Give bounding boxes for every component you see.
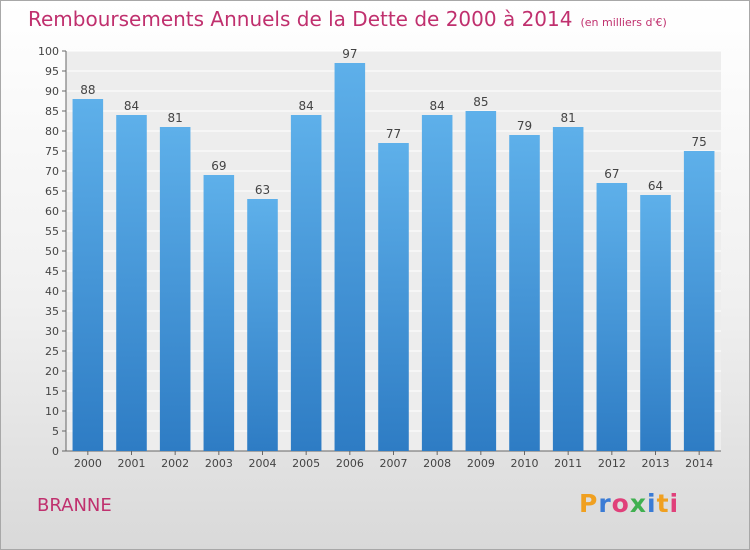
bar — [552, 127, 584, 451]
x-tick-label: 2008 — [423, 457, 451, 470]
proxiti-logo: Proxiti — [579, 489, 679, 518]
y-tick-label: 65 — [45, 185, 59, 198]
bar — [116, 115, 147, 451]
y-axis-ticks: 0 5 10 15 20 25 30 35 40 45 50 55 60 65 70 75 80 85 90 95 10… — [38, 45, 66, 458]
y-tick-label: 5 — [52, 425, 59, 438]
bar-value-label: 67 — [604, 167, 619, 181]
chart-title-main: Remboursements Annuels de la Dette de 20… — [28, 7, 573, 31]
x-tick-label: 2003 — [205, 457, 233, 470]
bar-value-label: 64 — [648, 179, 663, 193]
bar — [334, 63, 366, 451]
x-tick-label: 2013 — [642, 457, 670, 470]
y-tick-label: 90 — [45, 85, 59, 98]
bar-value-label: 85 — [473, 95, 488, 109]
bars: 88 84 81 69 63 84 97 77 84 85 79 81 67 64 75 — [72, 47, 715, 451]
bar-value-label: 63 — [255, 183, 270, 197]
place-name: BRANNE — [37, 495, 112, 516]
y-tick-label: 0 — [52, 445, 59, 458]
bar-value-label: 84 — [299, 99, 314, 113]
logo-letter: o — [611, 489, 630, 518]
y-tick-label: 55 — [45, 225, 59, 238]
bar — [247, 199, 278, 451]
chart-title: Remboursements Annuels de la Dette de 20… — [28, 7, 667, 31]
x-tick-label: 2009 — [467, 457, 495, 470]
x-tick-label: 2012 — [598, 457, 626, 470]
logo-letter: r — [598, 489, 612, 518]
chart-title-unit: (en milliers d'€) — [580, 16, 667, 29]
bar — [421, 115, 453, 451]
y-tick-label: 20 — [45, 365, 59, 378]
x-tick-label: 2005 — [292, 457, 320, 470]
y-tick-label: 70 — [45, 165, 59, 178]
bar — [640, 195, 671, 451]
bar — [72, 99, 104, 451]
bar-value-label: 75 — [692, 135, 707, 149]
bar-value-label: 88 — [80, 83, 95, 97]
x-tick-label: 2006 — [336, 457, 364, 470]
bar — [465, 111, 497, 451]
y-tick-label: 80 — [45, 125, 59, 138]
logo-letter: i — [669, 489, 680, 518]
logo-letter: P — [579, 489, 599, 518]
y-tick-label: 45 — [45, 265, 59, 278]
bar — [596, 183, 628, 451]
x-tick-label: 2010 — [511, 457, 539, 470]
bar-value-label: 77 — [386, 127, 401, 141]
y-tick-label: 25 — [45, 345, 59, 358]
x-tick-label: 2001 — [118, 457, 146, 470]
bar — [509, 135, 540, 451]
y-tick-label: 60 — [45, 205, 59, 218]
logo-letter: x — [629, 489, 647, 518]
x-tick-label: 2000 — [74, 457, 102, 470]
bar-value-label: 84 — [430, 99, 445, 113]
x-tick-label: 2004 — [249, 457, 277, 470]
y-tick-label: 100 — [38, 45, 59, 58]
y-tick-label: 75 — [45, 145, 59, 158]
bar — [378, 143, 409, 451]
y-tick-label: 40 — [45, 285, 59, 298]
bar-value-label: 81 — [168, 111, 183, 125]
x-tick-label: 2011 — [554, 457, 582, 470]
y-tick-label: 30 — [45, 325, 59, 338]
bar — [683, 151, 715, 451]
x-tick-label: 2002 — [161, 457, 189, 470]
bar — [159, 127, 191, 451]
bar-value-label: 97 — [342, 47, 357, 61]
bar-value-label: 81 — [561, 111, 576, 125]
bar-value-label: 69 — [211, 159, 226, 173]
bar-value-label: 79 — [517, 119, 532, 133]
y-tick-label: 10 — [45, 405, 59, 418]
y-tick-label: 15 — [45, 385, 59, 398]
y-tick-label: 35 — [45, 305, 59, 318]
x-tick-label: 2007 — [380, 457, 408, 470]
logo-letter: i — [647, 489, 657, 518]
y-tick-label: 85 — [45, 105, 59, 118]
x-tick-label: 2014 — [685, 457, 713, 470]
logo-letter: t — [656, 489, 670, 518]
bar — [290, 115, 322, 451]
bar — [203, 175, 235, 451]
x-axis-ticks: 2000 2001 2002 2003 2004 2005 2006 2007 2008 2009… — [74, 451, 713, 470]
y-tick-label: 50 — [45, 245, 59, 258]
bar-value-label: 84 — [124, 99, 139, 113]
y-tick-label: 95 — [45, 65, 59, 78]
